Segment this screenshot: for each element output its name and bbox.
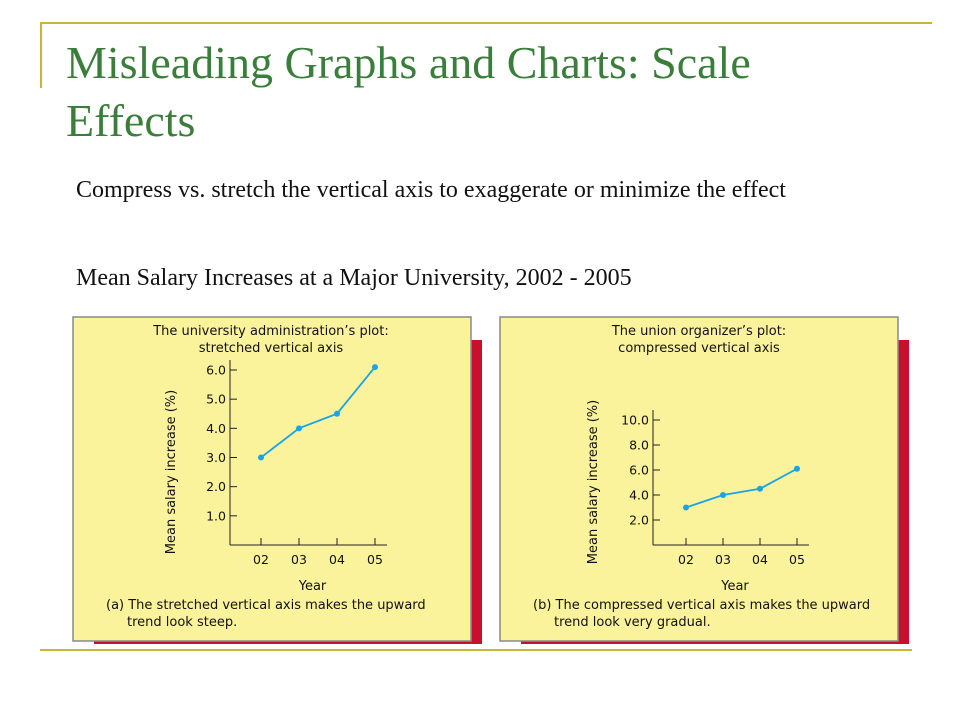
y-tick-label: 6.0 bbox=[206, 363, 226, 378]
x-tick-label: 04 bbox=[752, 552, 768, 567]
chart-title-line: stretched vertical axis bbox=[199, 341, 344, 356]
data-point bbox=[794, 465, 800, 472]
data-point bbox=[372, 364, 378, 371]
series-line bbox=[260, 366, 376, 459]
x-tick-label: 05 bbox=[367, 552, 383, 567]
chart-footnote-line: trend look very gradual. bbox=[554, 615, 711, 630]
top-rule bbox=[40, 22, 932, 24]
chart-title-line: The university administration’s plot: bbox=[152, 324, 389, 339]
chart-panel-compressed: The union organizer’s plot: compressed ve… bbox=[499, 316, 909, 646]
chart-svg: The union organizer’s plot: compressed ve… bbox=[499, 316, 909, 644]
x-tick-label: 02 bbox=[253, 552, 269, 567]
x-tick-label: 03 bbox=[715, 552, 731, 567]
data-point bbox=[757, 485, 763, 492]
data-point bbox=[296, 425, 302, 432]
chart-footnote-line: (b) The compressed vertical axis makes t… bbox=[533, 598, 870, 613]
panel-card bbox=[499, 316, 899, 642]
chart-title-line: compressed vertical axis bbox=[618, 341, 780, 356]
y-tick-label: 10.0 bbox=[621, 413, 649, 428]
y-tick-label: 5.0 bbox=[206, 392, 226, 407]
y-tick-label: 1.0 bbox=[206, 508, 226, 523]
y-tick-label: 3.0 bbox=[206, 450, 226, 465]
x-tick-label: 05 bbox=[789, 552, 805, 567]
left-rule bbox=[40, 22, 42, 88]
chart-svg: The university administration’s plot: str… bbox=[72, 316, 482, 644]
chart-footnote-line: (a) The stretched vertical axis makes th… bbox=[106, 598, 426, 613]
data-point bbox=[720, 492, 726, 498]
chart-title-line: The union organizer’s plot: bbox=[611, 324, 786, 339]
chart-footnote-line: trend look steep. bbox=[127, 615, 237, 630]
y-tick-label: 4.0 bbox=[206, 421, 226, 436]
chart-caption: Mean Salary Increases at a Major Univers… bbox=[76, 265, 632, 291]
x-axis-label: Year bbox=[720, 579, 749, 594]
y-tick-label: 8.0 bbox=[629, 438, 649, 453]
y-tick-label: 2.0 bbox=[206, 479, 226, 494]
x-tick-label: 03 bbox=[291, 552, 307, 567]
slide-subtitle: Compress vs. stretch the vertical axis t… bbox=[76, 177, 786, 203]
data-point bbox=[334, 410, 340, 417]
slide-title: Misleading Graphs and Charts: Scale Effe… bbox=[66, 37, 751, 146]
bottom-rule bbox=[40, 649, 912, 651]
y-axis-label: Mean salary increase (%) bbox=[586, 400, 601, 564]
y-tick-label: 2.0 bbox=[629, 513, 649, 528]
y-tick-label: 4.0 bbox=[629, 488, 649, 503]
chart-panel-stretched: The university administration’s plot: str… bbox=[72, 316, 482, 646]
x-axis-label: Year bbox=[298, 579, 327, 594]
data-point bbox=[258, 454, 264, 461]
y-tick-label: 6.0 bbox=[629, 463, 649, 478]
y-axis-label: Mean salary increase (%) bbox=[164, 390, 179, 554]
panel-card bbox=[72, 316, 472, 642]
data-point bbox=[683, 504, 689, 511]
x-tick-label: 02 bbox=[678, 552, 694, 567]
x-tick-label: 04 bbox=[329, 552, 345, 567]
series-line bbox=[685, 467, 798, 509]
